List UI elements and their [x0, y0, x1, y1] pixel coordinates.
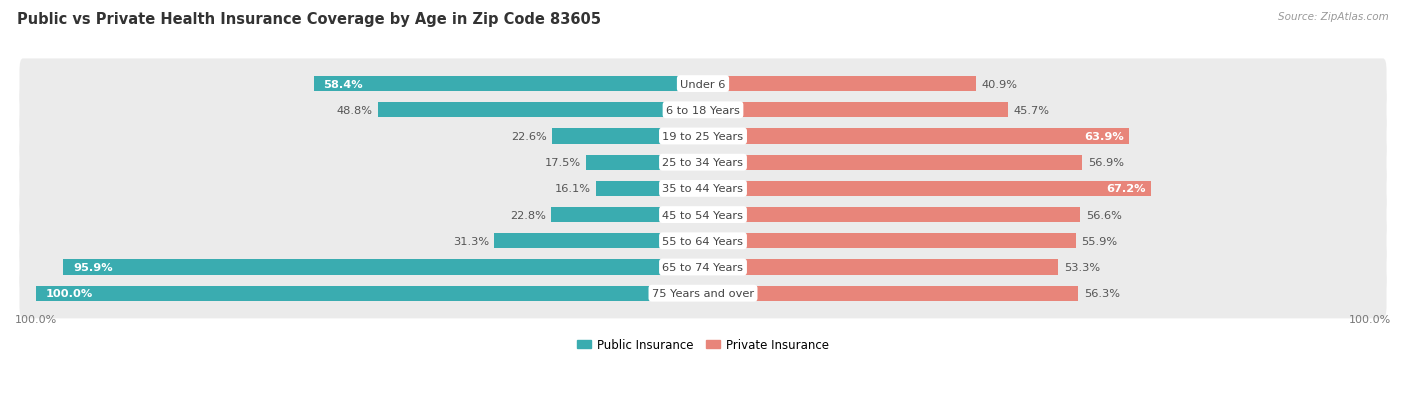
FancyBboxPatch shape — [20, 164, 1386, 214]
Bar — [703, 260, 1059, 275]
Bar — [703, 77, 976, 92]
Text: 6 to 18 Years: 6 to 18 Years — [666, 106, 740, 116]
Text: Source: ZipAtlas.com: Source: ZipAtlas.com — [1278, 12, 1389, 22]
Text: 45.7%: 45.7% — [1014, 106, 1049, 116]
Bar — [703, 207, 1080, 223]
Bar — [495, 234, 703, 249]
Text: 22.8%: 22.8% — [510, 210, 546, 220]
Text: 100.0%: 100.0% — [46, 289, 93, 299]
Text: 31.3%: 31.3% — [453, 236, 489, 246]
Bar — [703, 103, 1008, 118]
Text: 16.1%: 16.1% — [554, 184, 591, 194]
Bar — [551, 207, 703, 223]
Text: 45 to 54 Years: 45 to 54 Years — [662, 210, 744, 220]
Text: 35 to 44 Years: 35 to 44 Years — [662, 184, 744, 194]
Text: Public vs Private Health Insurance Coverage by Age in Zip Code 83605: Public vs Private Health Insurance Cover… — [17, 12, 600, 27]
Bar — [596, 181, 703, 197]
Bar — [378, 103, 703, 118]
Text: 67.2%: 67.2% — [1107, 184, 1146, 194]
Text: 56.9%: 56.9% — [1088, 158, 1123, 168]
Text: 58.4%: 58.4% — [323, 79, 363, 89]
Text: 75 Years and over: 75 Years and over — [652, 289, 754, 299]
FancyBboxPatch shape — [20, 242, 1386, 292]
Text: Under 6: Under 6 — [681, 79, 725, 89]
Text: 55.9%: 55.9% — [1081, 236, 1118, 246]
Text: 48.8%: 48.8% — [336, 106, 373, 116]
Bar — [703, 155, 1083, 171]
Text: 17.5%: 17.5% — [546, 158, 581, 168]
Bar — [37, 286, 703, 301]
FancyBboxPatch shape — [20, 59, 1386, 109]
Text: 63.9%: 63.9% — [1084, 132, 1123, 142]
FancyBboxPatch shape — [20, 138, 1386, 188]
FancyBboxPatch shape — [20, 85, 1386, 135]
Text: 40.9%: 40.9% — [981, 79, 1017, 89]
FancyBboxPatch shape — [20, 268, 1386, 318]
FancyBboxPatch shape — [20, 190, 1386, 240]
Text: 19 to 25 Years: 19 to 25 Years — [662, 132, 744, 142]
Bar — [703, 234, 1076, 249]
Text: 22.6%: 22.6% — [512, 132, 547, 142]
Text: 65 to 74 Years: 65 to 74 Years — [662, 262, 744, 272]
Text: 95.9%: 95.9% — [73, 262, 112, 272]
Text: 25 to 34 Years: 25 to 34 Years — [662, 158, 744, 168]
Bar — [586, 155, 703, 171]
FancyBboxPatch shape — [20, 216, 1386, 266]
Bar — [314, 77, 703, 92]
Bar — [703, 286, 1078, 301]
Legend: Public Insurance, Private Insurance: Public Insurance, Private Insurance — [572, 334, 834, 356]
FancyBboxPatch shape — [20, 112, 1386, 162]
Text: 53.3%: 53.3% — [1064, 262, 1099, 272]
Text: 56.3%: 56.3% — [1084, 289, 1119, 299]
Text: 55 to 64 Years: 55 to 64 Years — [662, 236, 744, 246]
Text: 56.6%: 56.6% — [1085, 210, 1122, 220]
Bar — [703, 129, 1129, 144]
Bar — [703, 181, 1152, 197]
Bar — [553, 129, 703, 144]
Bar — [63, 260, 703, 275]
